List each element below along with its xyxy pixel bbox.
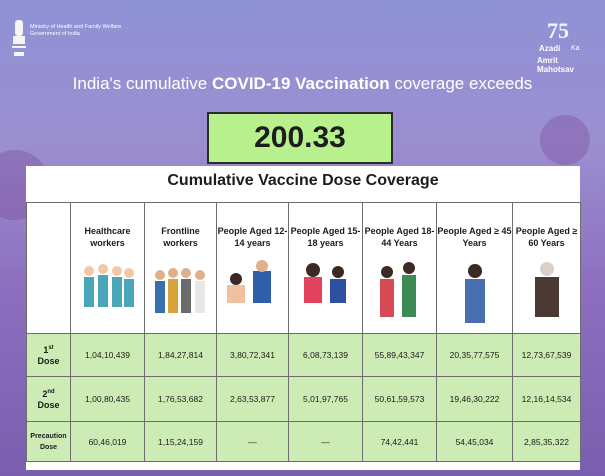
table-cell: 19,46,30,222 [436, 376, 513, 422]
headline-pre: India's cumulative [72, 74, 212, 93]
table-cell: 74,42,441 [362, 421, 437, 462]
table-row: 2nd Dose 1,00,80,435 1,76,53,682 2,63,53,… [26, 376, 581, 422]
table-cell: 50,61,59,573 [362, 376, 437, 422]
row-label: Precaution Dose [26, 421, 71, 462]
ministry-line2: Government of India [30, 31, 80, 37]
col-header-label: People Aged 18-44 Years [364, 226, 435, 248]
azadi-word3: Amrit Mahotsav [537, 56, 574, 74]
col-header: People Aged ≥ 45 Years [436, 202, 513, 334]
table-cell: 5,01,97,765 [288, 376, 363, 422]
table-cell: 54,45,034 [436, 421, 513, 462]
table-cell: 1,76,53,682 [144, 376, 217, 422]
senior-citizen-illustration [534, 262, 559, 317]
corner-cell [26, 202, 71, 334]
azadi-number: 75 [547, 18, 569, 43]
headline: India's cumulative COVID-19 Vaccination … [0, 74, 605, 94]
row-label: 1st Dose [26, 333, 71, 377]
col-header-label: People Aged ≥ 60 Years [515, 226, 578, 248]
ministry-line1: Ministry of Health and Family Welfare [30, 24, 122, 30]
child-vaccination-illustration [226, 260, 271, 303]
col-header-label: Healthcare workers [84, 226, 131, 248]
table-cell: 60,46,019 [70, 421, 145, 462]
frontline-workers-illustration [154, 268, 205, 313]
header-row: Healthcare workers Frontline workers Peo… [26, 202, 581, 334]
azadi-word1: Azadi [539, 44, 561, 53]
table-cell: 3,80,72,341 [216, 333, 289, 377]
table-row: 1st Dose 1,04,10,439 1,84,27,814 3,80,72,… [26, 333, 581, 377]
row-label: 2nd Dose [26, 376, 71, 422]
table-cell: 1,84,27,814 [144, 333, 217, 377]
table-cell: — [288, 421, 363, 462]
col-header: People Aged 12-14 years [216, 202, 289, 334]
col-header: People Aged 18-44 Years [362, 202, 437, 334]
azadi-word2: Ka [571, 45, 580, 52]
table-cell: 1,15,24,159 [144, 421, 217, 462]
col-header-label: People Aged 12-14 years [217, 226, 288, 248]
middle-aged-man-illustration [464, 264, 485, 323]
table-cell: 1,04,10,439 [70, 333, 145, 377]
teenagers-illustration [303, 263, 346, 303]
coverage-table: Healthcare workers Frontline workers Peo… [26, 202, 581, 462]
col-header-label: Frontline workers [161, 226, 200, 248]
panel-title: Cumulative Vaccine Dose Coverage [167, 172, 439, 189]
azadi-ka-amrit-mahotsav-logo: 75 Azadi Ka Amrit Mahotsav [537, 18, 595, 74]
table-row: Precaution Dose 60,46,019 1,15,24,159 — —… [26, 421, 581, 462]
total-doses-figure: 200.33 CRORE [207, 112, 393, 202]
table-cell: — [216, 421, 289, 462]
col-header-label: People Aged ≥ 45 Years [437, 226, 512, 248]
table-cell: 20,35,77,575 [436, 333, 513, 377]
ministry-label: Ministry of Health and Family Welfare Go… [30, 24, 121, 38]
table-cell: 12,73,67,539 [512, 333, 581, 377]
table-cell: 2,63,53,877 [216, 376, 289, 422]
col-header: People Aged ≥ 60 Years [512, 202, 581, 334]
headline-post: coverage exceeds [389, 74, 533, 93]
table-cell: 2,85,35,322 [512, 421, 581, 462]
table-cell: 55,89,43,347 [362, 333, 437, 377]
coverage-panel: Cumulative Vaccine Dose Coverage Healthc… [26, 166, 581, 470]
col-header: Frontline workers [144, 202, 217, 334]
table-cell: 6,08,73,139 [288, 333, 363, 377]
col-header: Healthcare workers [70, 202, 145, 334]
table-cell: 12,16,14,534 [512, 376, 581, 422]
headline-strong: COVID-19 Vaccination [211, 74, 390, 93]
adults-illustration [379, 262, 416, 317]
healthcare-workers-illustration [83, 264, 134, 307]
col-header: People Aged 15-18 years [288, 202, 363, 334]
table-cell: 1,00,80,435 [70, 376, 145, 422]
col-header-label: People Aged 15-18 years [290, 226, 361, 248]
virus-decoration [540, 115, 590, 165]
national-emblem-icon [12, 20, 26, 56]
